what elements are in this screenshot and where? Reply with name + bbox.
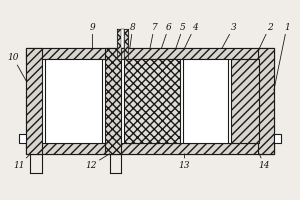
Bar	[26, 48, 42, 154]
Bar	[26, 48, 274, 154]
Bar	[124, 59, 180, 143]
Bar	[117, 29, 121, 59]
Text: 14: 14	[258, 154, 269, 170]
Bar	[19, 134, 26, 143]
Text: 3: 3	[222, 23, 236, 48]
Bar	[258, 48, 274, 154]
Text: 7: 7	[150, 23, 157, 48]
Text: 13: 13	[179, 154, 190, 170]
Bar	[274, 134, 281, 143]
Bar	[105, 48, 121, 154]
Text: 1: 1	[274, 23, 290, 90]
Text: 8: 8	[130, 23, 136, 48]
Text: 6: 6	[161, 23, 172, 48]
Bar	[121, 29, 124, 48]
Text: 4: 4	[184, 23, 197, 48]
Bar	[124, 29, 128, 59]
Text: 11: 11	[13, 154, 31, 170]
Bar	[183, 59, 228, 143]
Text: 2: 2	[260, 23, 272, 48]
Bar	[26, 48, 274, 59]
Bar	[26, 143, 274, 154]
Text: 12: 12	[85, 154, 110, 170]
Text: 5: 5	[176, 23, 186, 48]
Bar	[45, 59, 103, 143]
Bar	[231, 59, 260, 143]
Text: 10: 10	[8, 53, 26, 81]
Text: 9: 9	[89, 23, 95, 48]
